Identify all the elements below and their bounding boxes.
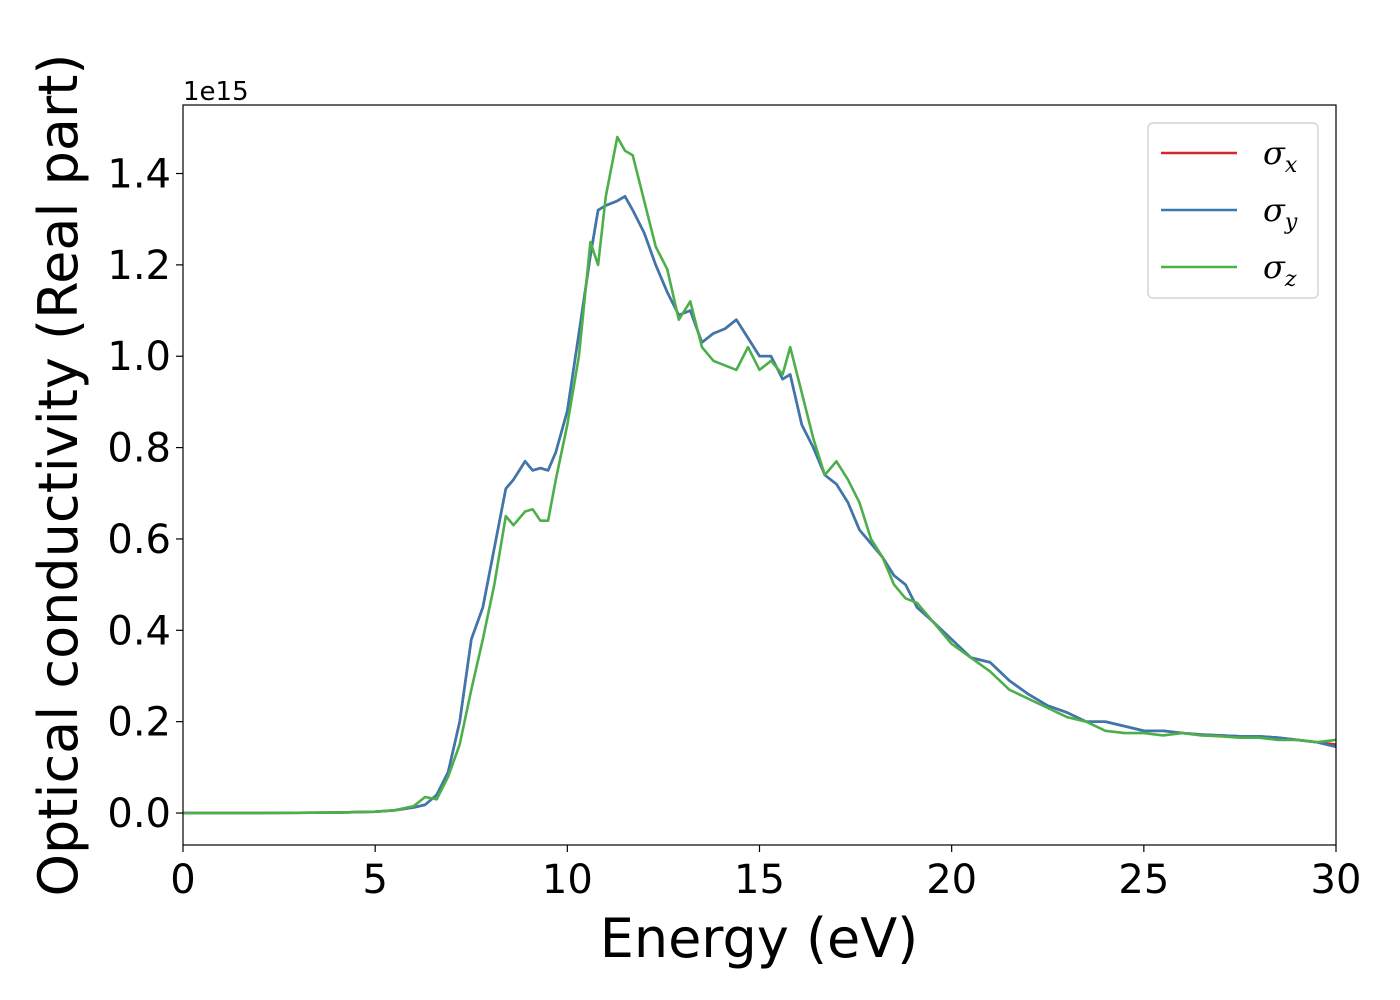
x-tick-label: 15: [734, 857, 785, 903]
x-tick-label: 10: [542, 857, 593, 903]
series-line-σy: [183, 195, 1336, 815]
y-axis-ticks: 0.0 0.2 0.4 0.6 0.8 1.0 1.2 1.4: [107, 152, 183, 837]
y-tick-label: 0.4: [107, 608, 171, 654]
y-tick-label: 1.4: [107, 152, 171, 198]
x-tick-label: 30: [1311, 857, 1362, 903]
series-layer: [183, 135, 1336, 815]
x-tick-label: 25: [1118, 857, 1169, 903]
x-axis-ticks: 0 5 10 15 20 25 30: [170, 845, 1361, 903]
y-tick-label: 0.6: [107, 517, 171, 563]
y-tick-label: 1.2: [107, 243, 171, 289]
y-axis-title: Optical conductivity (Real part): [27, 54, 90, 897]
y-offset-label: 1e15: [183, 77, 249, 107]
y-tick-label: 0.2: [107, 700, 171, 746]
y-tick-label: 1.0: [107, 334, 171, 380]
x-tick-label: 5: [362, 857, 387, 903]
y-tick-label: 0.8: [107, 426, 171, 472]
series-line-σz: [183, 135, 1336, 815]
x-tick-label: 20: [926, 857, 977, 903]
x-axis-title: Energy (eV): [600, 907, 919, 970]
y-tick-label: 0.0: [107, 791, 171, 837]
x-tick-label: 0: [170, 857, 195, 903]
